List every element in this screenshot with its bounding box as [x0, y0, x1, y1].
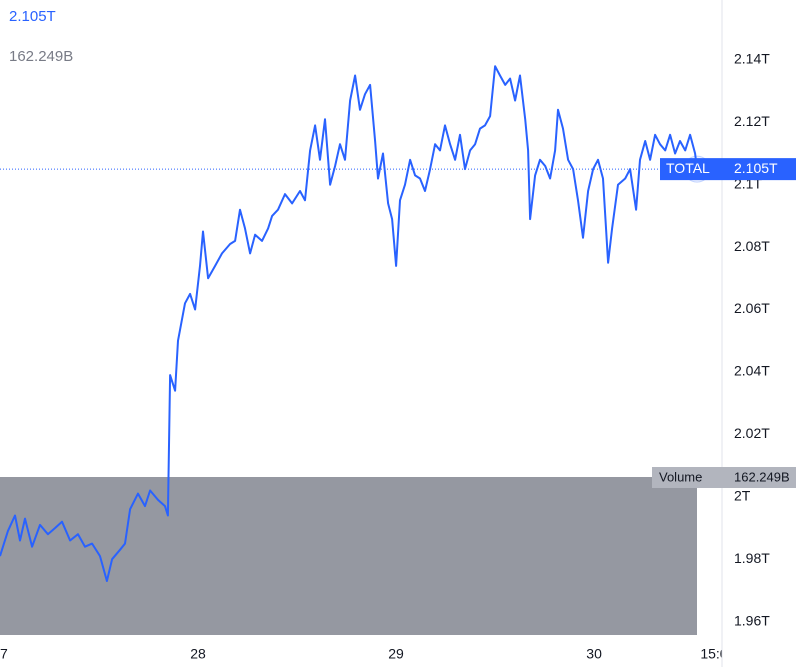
legend-value: 2.105T — [9, 8, 56, 25]
volume-tag-label: Volume — [659, 469, 702, 484]
series-name-tag — [660, 158, 722, 181]
volume-tag — [652, 467, 722, 488]
last-value-tag — [722, 158, 796, 181]
legend-volume: 162.249B — [9, 48, 73, 65]
x-tick-label: 28 — [190, 646, 206, 662]
y-tick-label: 1.96T — [734, 612, 770, 628]
x-tick-label: 27 — [0, 646, 8, 662]
x-tick-label: 30 — [586, 646, 602, 662]
volume-pane — [0, 477, 697, 635]
volume-value-tag — [722, 467, 796, 488]
price-scale — [722, 0, 796, 667]
y-tick-label: 2.08T — [734, 238, 770, 254]
x-tick-label: 29 — [388, 646, 404, 662]
volume-value-label: 162.249B — [734, 469, 790, 484]
scale: 1.96T1.98T2T2.02T2.04T2.06T2.08T2.1T2.12… — [734, 51, 770, 629]
y-tick-label: 2.12T — [734, 113, 770, 129]
y-tick-label: 2.14T — [734, 51, 770, 67]
last-value-tag-label: 2.105T — [734, 160, 778, 176]
series-name-label: TOTAL — [666, 160, 710, 176]
y-tick-label: 2T — [734, 487, 751, 503]
y-tick-label: 2.06T — [734, 300, 770, 316]
price-line — [0, 65, 698, 582]
y-tick-label: 2.04T — [734, 363, 770, 379]
y-tick-label: 1.98T — [734, 550, 770, 566]
y-tick-label: 2.02T — [734, 425, 770, 441]
